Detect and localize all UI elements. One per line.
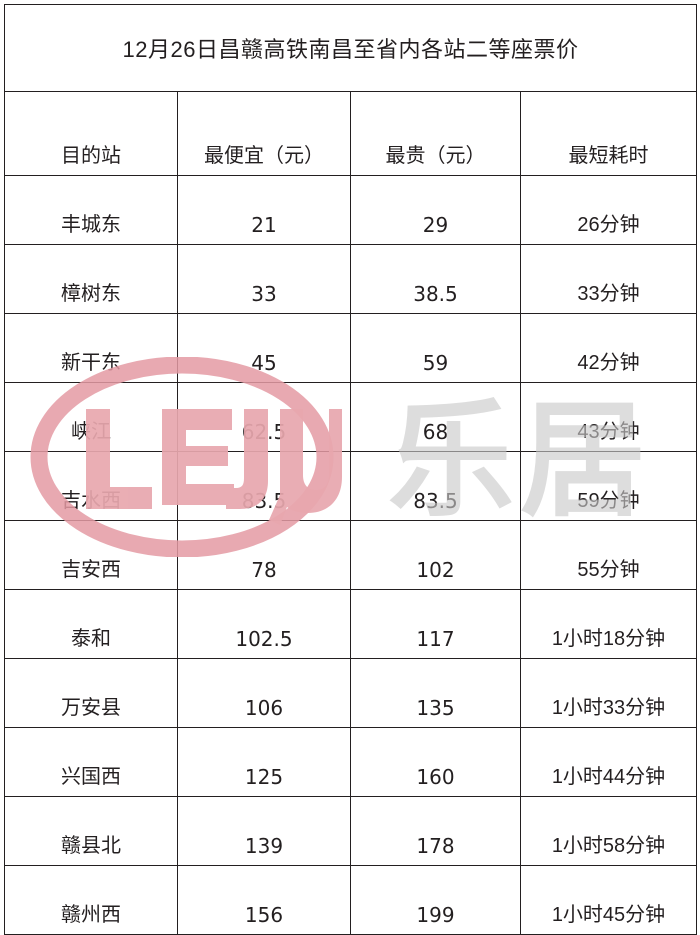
cell-most-expensive: 102 xyxy=(350,520,521,590)
cell-most-expensive: 199 xyxy=(350,865,521,935)
table-row: 赣州西 156 199 1小时45分钟 xyxy=(4,865,698,935)
cell-station: 泰和 xyxy=(4,589,178,659)
cell-shortest-time: 59分钟 xyxy=(519,451,698,521)
table-row: 峡江 62.5 68 43分钟 xyxy=(4,382,698,452)
cell-station: 吉水西 xyxy=(4,451,178,521)
table-title-row: 12月26日昌赣高铁南昌至省内各站二等座票价 xyxy=(3,4,698,92)
table-row: 新干东 45 59 42分钟 xyxy=(4,313,698,383)
cell-cheapest: 139 xyxy=(177,796,351,866)
fare-table: 12月26日昌赣高铁南昌至省内各站二等座票价 目的站 最便宜（元） 最贵（元） … xyxy=(3,4,698,935)
cell-station: 吉安西 xyxy=(4,520,178,590)
cell-shortest-time: 1小时58分钟 xyxy=(519,796,698,866)
table-header-row: 目的站 最便宜（元） 最贵（元） 最短耗时 xyxy=(4,91,698,176)
cell-most-expensive: 178 xyxy=(350,796,521,866)
cell-shortest-time: 33分钟 xyxy=(519,244,698,314)
price-table-container: 12月26日昌赣高铁南昌至省内各站二等座票价 目的站 最便宜（元） 最贵（元） … xyxy=(3,4,698,935)
cell-cheapest: 125 xyxy=(177,727,351,797)
column-header-station: 目的站 xyxy=(4,91,178,176)
table-row: 丰城东 21 29 26分钟 xyxy=(4,175,698,245)
cell-station: 峡江 xyxy=(4,382,178,452)
column-header-shortest-time: 最短耗时 xyxy=(519,91,698,176)
table-row: 吉安西 78 102 55分钟 xyxy=(4,520,698,590)
table-row: 兴国西 125 160 1小时44分钟 xyxy=(4,727,698,797)
cell-station: 赣州西 xyxy=(4,865,178,935)
cell-shortest-time: 1小时18分钟 xyxy=(519,589,698,659)
cell-shortest-time: 43分钟 xyxy=(519,382,698,452)
cell-shortest-time: 26分钟 xyxy=(519,175,698,245)
cell-cheapest: 21 xyxy=(177,175,351,245)
table-row: 吉水西 83.5 83.5 59分钟 xyxy=(4,451,698,521)
table-row: 赣县北 139 178 1小时58分钟 xyxy=(4,796,698,866)
cell-shortest-time: 1小时44分钟 xyxy=(519,727,698,797)
cell-cheapest: 106 xyxy=(177,658,351,728)
cell-most-expensive: 117 xyxy=(350,589,521,659)
cell-station: 樟树东 xyxy=(4,244,178,314)
cell-shortest-time: 55分钟 xyxy=(519,520,698,590)
cell-station: 新干东 xyxy=(4,313,178,383)
cell-most-expensive: 160 xyxy=(350,727,521,797)
cell-most-expensive: 68 xyxy=(350,382,521,452)
cell-station: 丰城东 xyxy=(4,175,178,245)
cell-most-expensive: 59 xyxy=(350,313,521,383)
column-header-most-expensive: 最贵（元） xyxy=(350,91,521,176)
cell-cheapest: 62.5 xyxy=(177,382,351,452)
cell-most-expensive: 135 xyxy=(350,658,521,728)
cell-cheapest: 156 xyxy=(177,865,351,935)
page-title: 12月26日昌赣高铁南昌至省内各站二等座票价 xyxy=(3,4,698,92)
cell-station: 兴国西 xyxy=(4,727,178,797)
cell-station: 赣县北 xyxy=(4,796,178,866)
cell-shortest-time: 1小时45分钟 xyxy=(519,865,698,935)
column-header-cheapest: 最便宜（元） xyxy=(177,91,351,176)
cell-cheapest: 102.5 xyxy=(177,589,351,659)
cell-most-expensive: 83.5 xyxy=(350,451,521,521)
cell-shortest-time: 42分钟 xyxy=(519,313,698,383)
cell-shortest-time: 1小时33分钟 xyxy=(519,658,698,728)
cell-cheapest: 45 xyxy=(177,313,351,383)
cell-cheapest: 78 xyxy=(177,520,351,590)
cell-cheapest: 33 xyxy=(177,244,351,314)
cell-cheapest: 83.5 xyxy=(177,451,351,521)
cell-most-expensive: 29 xyxy=(350,175,521,245)
table-row: 万安县 106 135 1小时33分钟 xyxy=(4,658,698,728)
cell-station: 万安县 xyxy=(4,658,178,728)
cell-most-expensive: 38.5 xyxy=(350,244,521,314)
table-row: 泰和 102.5 117 1小时18分钟 xyxy=(4,589,698,659)
table-row: 樟树东 33 38.5 33分钟 xyxy=(4,244,698,314)
